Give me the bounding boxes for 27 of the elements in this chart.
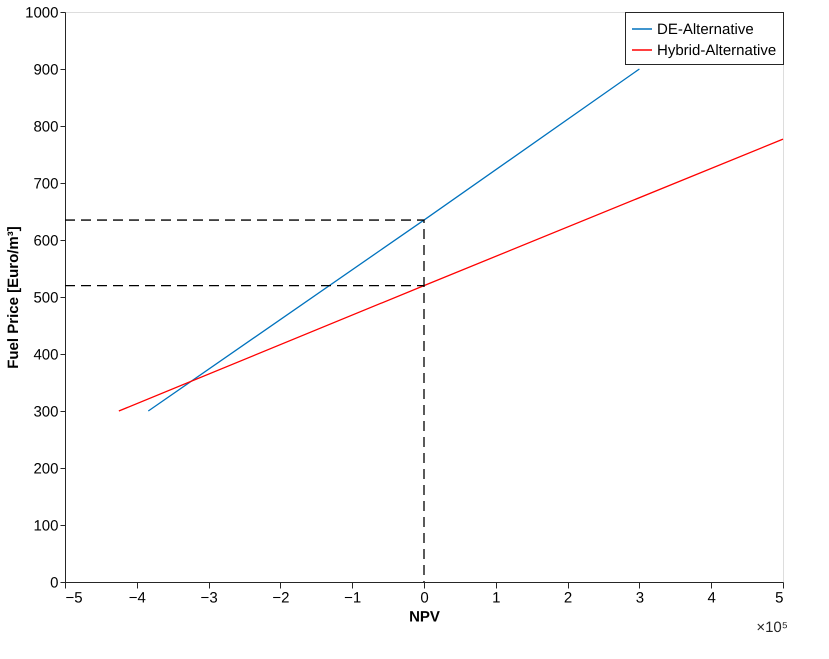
y-tick-label: 800 xyxy=(33,118,58,136)
y-tick-label: 1000 xyxy=(25,4,58,22)
x-tick-label: −3 xyxy=(200,590,218,606)
x-tick-label: 2 xyxy=(564,590,572,606)
x-tick-label: −4 xyxy=(128,590,146,606)
y-tick-label: 300 xyxy=(33,404,58,420)
x-tick-label: −2 xyxy=(272,590,290,606)
x-tick-label: 3 xyxy=(636,590,644,606)
x-tick-label: 1 xyxy=(492,590,500,606)
y-tick-label: 400 xyxy=(33,346,58,364)
x-tick-label: −5 xyxy=(66,590,83,606)
y-tick-label: 900 xyxy=(33,62,58,78)
legend-label: DE-Alternative xyxy=(657,21,754,38)
text: ×10⁵ xyxy=(756,619,788,636)
y-tick-label: 0 xyxy=(50,574,58,592)
y-tick-label: 700 xyxy=(33,176,58,192)
y-tick-label: 100 xyxy=(33,518,58,534)
x-tick-label: 4 xyxy=(708,590,716,606)
y-axis-title: Fuel Price [Euro/m³] xyxy=(5,226,22,369)
y-tick-label: 600 xyxy=(33,232,58,250)
x-tick-label: −1 xyxy=(344,590,362,606)
x-axis-title: NPV xyxy=(409,608,440,626)
legend-label: Hybrid-Alternative xyxy=(657,42,776,59)
x-tick-label: 0 xyxy=(420,590,429,606)
y-tick-label: 500 xyxy=(33,290,58,306)
y-tick-label: 200 xyxy=(33,460,58,478)
x-tick-label: 5 xyxy=(775,590,784,606)
